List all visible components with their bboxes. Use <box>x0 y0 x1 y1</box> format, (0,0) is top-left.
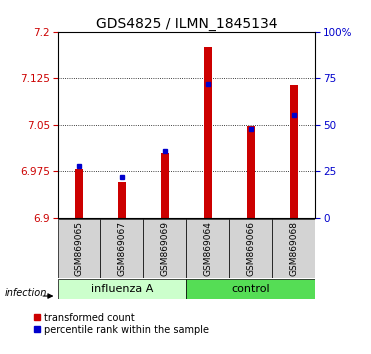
Text: GSM869068: GSM869068 <box>289 221 298 276</box>
Bar <box>144 219 186 278</box>
Bar <box>75 170 83 218</box>
Bar <box>58 279 187 299</box>
Bar <box>290 85 298 218</box>
Text: influenza A: influenza A <box>91 284 153 294</box>
Text: infection: infection <box>4 289 47 298</box>
Bar <box>187 279 315 299</box>
Text: GSM869069: GSM869069 <box>160 221 170 276</box>
Bar <box>101 219 144 278</box>
Text: GSM869064: GSM869064 <box>203 221 213 276</box>
Bar <box>187 219 229 278</box>
Text: GSM869067: GSM869067 <box>118 221 127 276</box>
Bar <box>272 219 315 278</box>
Bar <box>118 182 126 218</box>
Bar <box>204 47 212 218</box>
Bar <box>58 219 101 278</box>
Legend: transformed count, percentile rank within the sample: transformed count, percentile rank withi… <box>35 313 209 335</box>
Text: GSM869065: GSM869065 <box>75 221 83 276</box>
Bar <box>229 219 272 278</box>
Bar <box>161 153 169 218</box>
Bar <box>247 126 255 218</box>
Text: GSM869066: GSM869066 <box>246 221 255 276</box>
Title: GDS4825 / ILMN_1845134: GDS4825 / ILMN_1845134 <box>96 17 277 31</box>
Text: control: control <box>232 284 270 294</box>
